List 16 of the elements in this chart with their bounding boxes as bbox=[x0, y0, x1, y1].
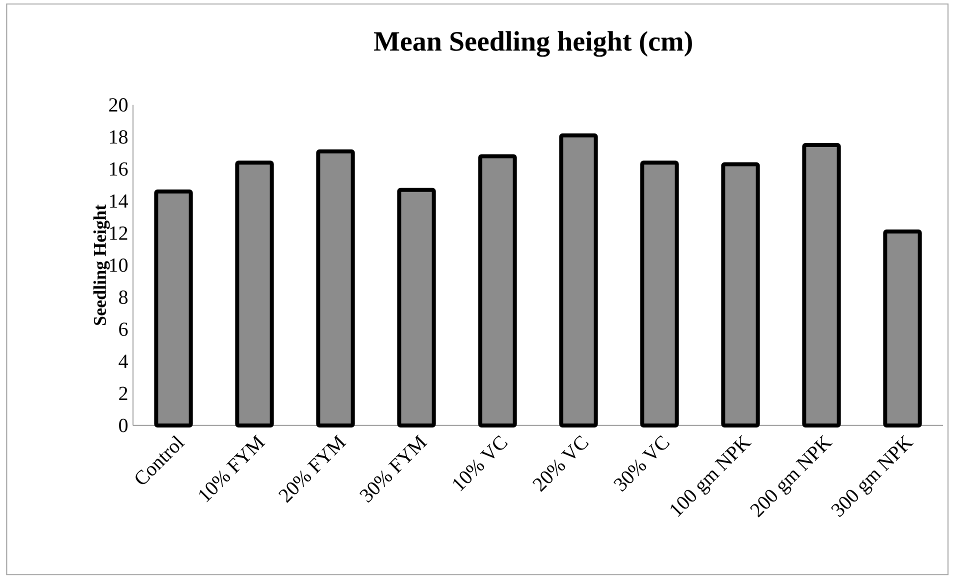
x-tick-label: 20% VC bbox=[532, 435, 589, 492]
y-axis-title: Seedling Height bbox=[93, 204, 110, 325]
y-tick-label: 20 bbox=[109, 98, 128, 112]
x-tick-label: 30% VC bbox=[614, 435, 670, 492]
y-tick-label: 12 bbox=[110, 226, 128, 240]
y-tick-label: 18 bbox=[110, 130, 128, 144]
y-tick-label: 8 bbox=[119, 290, 128, 304]
y-tick-label: 4 bbox=[118, 354, 128, 368]
y-tick-label: 16 bbox=[110, 162, 128, 176]
x-tick-label: 10% VC bbox=[453, 435, 508, 492]
y-tick-label: 6 bbox=[119, 322, 128, 336]
y-tick-label: 10 bbox=[110, 258, 128, 272]
y-tick-label: 0 bbox=[119, 418, 128, 432]
y-tick-label: 2 bbox=[119, 386, 128, 400]
y-tick-label: 14 bbox=[110, 194, 128, 208]
chart-title: Mean Seedling height (cm) bbox=[374, 31, 692, 57]
